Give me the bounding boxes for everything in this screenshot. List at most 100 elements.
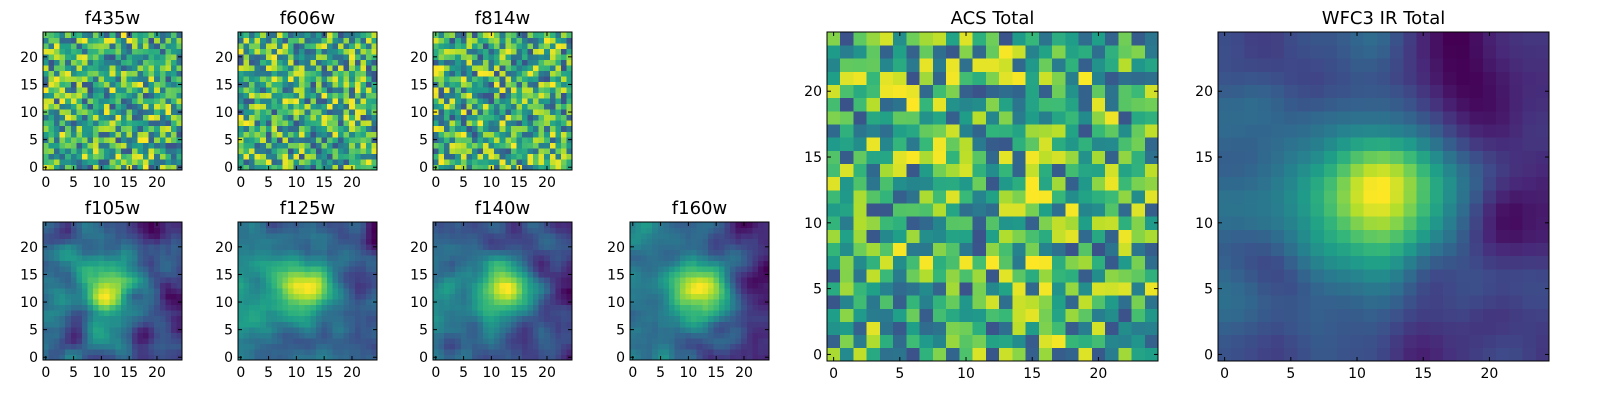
heatmap-cell bbox=[724, 238, 731, 245]
heatmap-cell bbox=[249, 92, 256, 99]
heatmap-cell bbox=[555, 310, 562, 317]
heatmap-cell bbox=[360, 125, 367, 132]
heatmap-cell bbox=[555, 299, 562, 306]
heatmap-cell bbox=[282, 343, 289, 350]
heatmap-cell bbox=[321, 249, 328, 256]
heatmap-cell bbox=[674, 266, 681, 273]
heatmap-cell bbox=[527, 147, 534, 154]
heatmap-cell bbox=[282, 81, 289, 88]
heatmap-cell bbox=[288, 293, 294, 300]
heatmap-cell bbox=[104, 266, 111, 273]
heatmap-cell bbox=[315, 103, 322, 110]
heatmap-cell bbox=[120, 271, 127, 278]
heatmap-cell bbox=[59, 260, 66, 267]
heatmap-cell bbox=[165, 48, 172, 55]
heatmap-cell bbox=[663, 282, 670, 289]
heatmap-cell bbox=[326, 348, 333, 355]
heatmap-cell bbox=[254, 233, 261, 239]
heatmap-cell bbox=[354, 233, 361, 239]
heatmap-cell bbox=[131, 87, 138, 94]
y-tick-label: 15 bbox=[607, 267, 625, 283]
heatmap-cell bbox=[471, 299, 478, 306]
y-tick-label: 5 bbox=[224, 133, 233, 149]
heatmap-cell bbox=[985, 347, 1000, 362]
heatmap-cell bbox=[81, 103, 88, 110]
heatmap-cell bbox=[483, 255, 489, 262]
heatmap-cell bbox=[159, 282, 166, 289]
heatmap-cell bbox=[299, 32, 306, 38]
heatmap-cell bbox=[499, 271, 506, 278]
heatmap-cell bbox=[81, 299, 88, 306]
heatmap-cell bbox=[293, 43, 300, 49]
heatmap-cell bbox=[288, 249, 294, 256]
heatmap-cell bbox=[299, 65, 306, 72]
heatmap-cell bbox=[741, 288, 748, 295]
heatmap-cell bbox=[516, 326, 523, 333]
heatmap-cell bbox=[238, 260, 244, 267]
heatmap-cell bbox=[449, 233, 456, 239]
heatmap-cell bbox=[154, 98, 161, 105]
heatmap-cell bbox=[560, 321, 567, 328]
heatmap-cell bbox=[735, 326, 742, 333]
heatmap-cell bbox=[560, 43, 567, 49]
y-tick-label: 0 bbox=[616, 350, 625, 366]
heatmap-cell bbox=[680, 233, 686, 239]
heatmap-cell bbox=[59, 70, 66, 77]
heatmap-cell bbox=[444, 354, 451, 361]
heatmap-cell bbox=[521, 65, 528, 72]
heatmap-cell bbox=[165, 337, 172, 344]
heatmap-cell bbox=[866, 216, 881, 230]
heatmap-cell bbox=[104, 43, 111, 49]
heatmap-cell bbox=[560, 48, 567, 55]
heatmap-cell bbox=[87, 277, 94, 284]
heatmap-cell bbox=[65, 153, 72, 160]
heatmap-cell bbox=[477, 65, 484, 72]
heatmap-cell bbox=[713, 266, 720, 273]
heatmap-cell bbox=[549, 249, 556, 256]
heatmap-cell bbox=[1025, 163, 1040, 178]
heatmap-cell bbox=[455, 255, 462, 262]
heatmap-cell bbox=[477, 337, 484, 344]
heatmap-cell bbox=[109, 310, 116, 317]
heatmap-cell bbox=[332, 337, 339, 344]
heatmap-cell bbox=[238, 120, 244, 127]
heatmap-cell bbox=[371, 332, 378, 339]
heatmap-cell bbox=[165, 158, 172, 165]
heatmap-cell bbox=[109, 87, 116, 94]
heatmap-cell bbox=[674, 282, 681, 289]
heatmap-cell bbox=[282, 304, 289, 311]
heatmap-cell bbox=[59, 332, 66, 339]
heatmap-cell bbox=[566, 348, 573, 355]
heatmap-cell bbox=[549, 48, 556, 55]
heatmap-cell bbox=[1118, 163, 1132, 178]
heatmap-cell bbox=[365, 266, 372, 273]
heatmap-cell bbox=[315, 354, 322, 361]
heatmap-cell bbox=[460, 65, 467, 72]
heatmap-cell bbox=[455, 54, 462, 60]
heatmap-cell bbox=[170, 266, 177, 273]
heatmap-cell bbox=[310, 271, 317, 278]
heatmap-cell bbox=[499, 153, 506, 160]
heatmap-cell bbox=[176, 158, 183, 165]
heatmap-cell bbox=[304, 65, 311, 72]
heatmap-cell bbox=[154, 103, 161, 110]
heatmap-cell bbox=[840, 189, 854, 204]
heatmap-cell bbox=[1144, 216, 1159, 230]
heatmap-cell bbox=[685, 310, 692, 317]
heatmap-cell bbox=[54, 48, 61, 55]
heatmap-cell bbox=[148, 249, 155, 256]
heatmap-cell bbox=[713, 238, 720, 245]
heatmap-cell bbox=[354, 87, 361, 94]
heatmap-cell bbox=[170, 43, 177, 49]
heatmap-cell bbox=[165, 70, 172, 77]
heatmap-cell bbox=[326, 87, 333, 94]
heatmap-cell bbox=[483, 277, 489, 284]
heatmap-cell bbox=[265, 136, 272, 143]
heatmap-cell bbox=[555, 321, 562, 328]
heatmap-cell bbox=[271, 288, 278, 295]
heatmap-cell bbox=[527, 321, 534, 328]
heatmap-cell bbox=[104, 348, 111, 355]
heatmap-cell bbox=[449, 337, 456, 344]
heatmap-cell bbox=[691, 354, 698, 361]
